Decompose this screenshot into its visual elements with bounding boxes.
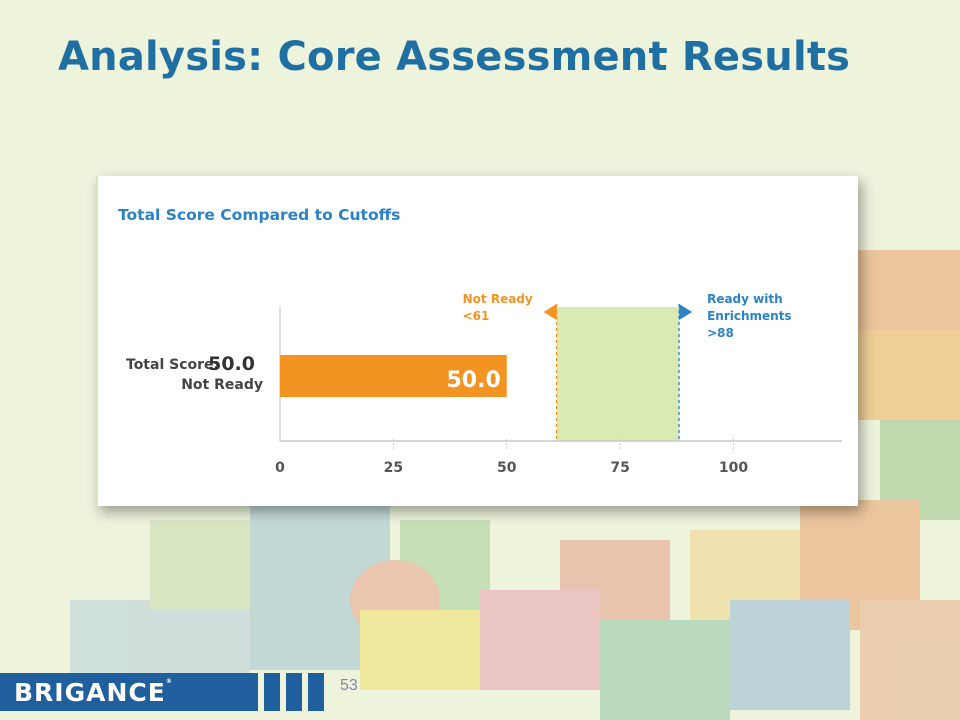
brand-wordmark: BRIGANCE — [14, 678, 166, 707]
cutoff-label: Ready with — [707, 292, 783, 306]
x-tick-label: 100 — [719, 460, 748, 476]
chart-title: Total Score Compared to Cutoffs — [118, 206, 400, 224]
cutoff-bar-chart: Total Score Compared to Cutoffs 0 25 50 75 10… — [118, 206, 842, 476]
cutoff-band — [556, 307, 680, 441]
footer-stripe — [308, 673, 324, 711]
category-status: Not Ready — [181, 377, 263, 393]
footer-stripe — [264, 673, 280, 711]
chart-card: Total Score Compared to Cutoffs 0 25 50 75 10… — [96, 176, 858, 506]
footer-brand-bar — [0, 673, 258, 711]
registered-mark: ® — [165, 678, 173, 685]
category-label: Total Score: — [126, 357, 219, 373]
footer-stripe — [286, 673, 302, 711]
cutoff-label: >88 — [707, 326, 734, 340]
bar-data-label: 50.0 — [446, 368, 500, 393]
category-score: 50.0 — [208, 353, 255, 375]
slide-title: Analysis: Core Assessment Results — [58, 34, 851, 80]
cutoff-label: Enrichments — [707, 309, 792, 323]
score-bar — [280, 355, 507, 397]
cutoff-arrow-right — [679, 304, 693, 320]
x-tick-label: 25 — [384, 460, 403, 476]
x-tick-label: 75 — [610, 460, 629, 476]
cutoff-label: <61 — [463, 309, 490, 323]
x-tick-label: 0 — [275, 460, 285, 476]
page-number: 53 — [340, 677, 358, 694]
brand-logo: BRIGANCE® — [14, 678, 173, 707]
cutoff-label: Not Ready — [463, 292, 533, 306]
cutoff-arrow-left — [543, 304, 557, 320]
x-tick-label: 50 — [497, 460, 517, 476]
